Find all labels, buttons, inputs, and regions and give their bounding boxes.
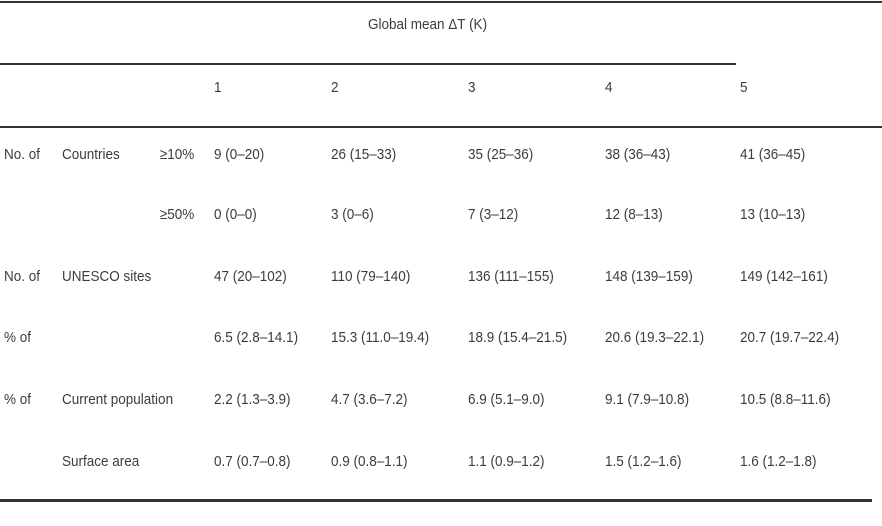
table-cell: 18.9 (15.4–21.5) bbox=[468, 329, 568, 346]
table-cell: 0.7 (0.7–0.8) bbox=[214, 453, 291, 470]
rule-header bbox=[0, 126, 882, 128]
rule-top bbox=[0, 1, 882, 3]
table-cell: 26 (15–33) bbox=[331, 146, 397, 163]
row-group: % of bbox=[4, 329, 32, 346]
column-header: 3 bbox=[468, 79, 476, 96]
row-group: No. of bbox=[4, 146, 41, 163]
row-sublabel: ≥50% bbox=[159, 206, 194, 223]
column-header: 1 bbox=[214, 79, 222, 96]
table-cell: 35 (25–36) bbox=[468, 146, 534, 163]
table-cell: 0.9 (0.8–1.1) bbox=[331, 453, 408, 470]
table-cell: 7 (3–12) bbox=[468, 206, 519, 223]
table-cell: 1.5 (1.2–1.6) bbox=[605, 453, 682, 470]
table-cell: 20.6 (19.3–22.1) bbox=[605, 329, 705, 346]
row-label: UNESCO sites bbox=[62, 268, 152, 285]
table-cell: 13 (10–13) bbox=[740, 206, 806, 223]
table-cell: 4.7 (3.6–7.2) bbox=[331, 391, 408, 408]
table-cell: 149 (142–161) bbox=[740, 268, 828, 285]
row-label: Surface area bbox=[62, 453, 140, 470]
table-cell: 9 (0–20) bbox=[214, 146, 265, 163]
table-cell: 136 (111–155) bbox=[468, 268, 554, 285]
table-cell: 0 (0–0) bbox=[214, 206, 257, 223]
table-cell: 12 (8–13) bbox=[605, 206, 663, 223]
row-group: No. of bbox=[4, 268, 41, 285]
table-cell: 15.3 (11.0–19.4) bbox=[331, 329, 430, 346]
table-cell: 2.2 (1.3–3.9) bbox=[214, 391, 291, 408]
table-cell: 148 (139–159) bbox=[605, 268, 693, 285]
spanning-header: Global mean ΔT (K) bbox=[368, 16, 488, 33]
column-header: 2 bbox=[331, 79, 339, 96]
table-cell: 41 (36–45) bbox=[740, 146, 806, 163]
table-cell: 9.1 (7.9–10.8) bbox=[605, 391, 690, 408]
rule-bottom bbox=[0, 499, 872, 502]
table-cell: 6.5 (2.8–14.1) bbox=[214, 329, 299, 346]
rule-spanner bbox=[0, 63, 736, 65]
table-cell: 6.9 (5.1–9.0) bbox=[468, 391, 545, 408]
table-cell: 3 (0–6) bbox=[331, 206, 374, 223]
column-header: 5 bbox=[740, 79, 748, 96]
row-sublabel: ≥10% bbox=[159, 146, 194, 163]
row-label: Countries bbox=[62, 146, 120, 163]
table-cell: 20.7 (19.7–22.4) bbox=[740, 329, 840, 346]
table-cell: 110 (79–140) bbox=[331, 268, 411, 285]
table-cell: 38 (36–43) bbox=[605, 146, 671, 163]
row-group: % of bbox=[4, 391, 32, 408]
table-cell: 47 (20–102) bbox=[214, 268, 287, 285]
table-cell: 1.1 (0.9–1.2) bbox=[468, 453, 545, 470]
column-header: 4 bbox=[605, 79, 613, 96]
row-label: Current population bbox=[62, 391, 174, 408]
table-cell: 10.5 (8.8–11.6) bbox=[740, 391, 831, 408]
table-cell: 1.6 (1.2–1.8) bbox=[740, 453, 817, 470]
